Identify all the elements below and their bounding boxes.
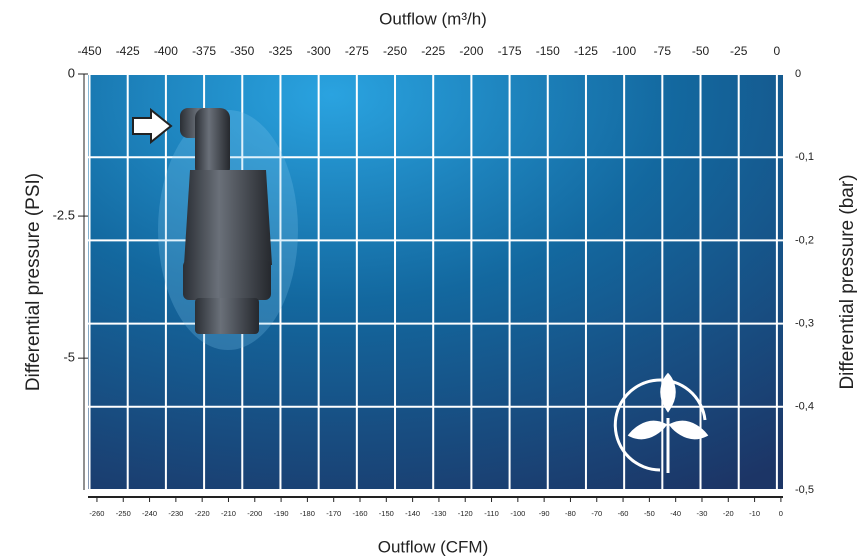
y-axis-label: Differential pressure (PSI) (23, 173, 44, 391)
x2-tick-label: -40 (670, 509, 681, 518)
x-tick-label: -175 (498, 44, 522, 58)
x2-tick-label: -200 (247, 509, 262, 518)
x2-tick-label: -150 (379, 509, 394, 518)
x2-tick-label: -20 (723, 509, 734, 518)
x2-tick-label: -90 (539, 509, 550, 518)
x-tick-label: -275 (345, 44, 369, 58)
x2-tick-label: -100 (510, 509, 525, 518)
y2-tick-label: 0 (795, 68, 801, 80)
x-tick-label: -350 (230, 44, 254, 58)
x-tick-label: -50 (692, 44, 710, 58)
x2-tick-label: -260 (89, 509, 104, 518)
y2-tick-label: -0,2 (795, 234, 814, 246)
x2-tick-label: -220 (195, 509, 210, 518)
chart-title: Outflow (m³/h) (379, 9, 487, 28)
y2-tick-label: -0,4 (795, 401, 814, 413)
x-tick-label: -150 (536, 44, 560, 58)
x-tick-label: -250 (383, 44, 407, 58)
x-tick-label: -125 (574, 44, 598, 58)
x2-tick-label: -110 (484, 509, 498, 518)
y-tick-label: 0 (68, 65, 75, 80)
x2-tick-label: -30 (697, 509, 708, 518)
x2-tick-label: -120 (458, 509, 473, 518)
x2-tick-label: -240 (142, 509, 157, 518)
x2-tick-label: -180 (300, 509, 315, 518)
x2-tick-label: -210 (221, 509, 236, 518)
x2-tick-label: -10 (749, 509, 760, 518)
x2-tick-label: -70 (591, 509, 602, 518)
x-axis-label: Outflow (CFM) (378, 537, 489, 556)
x-tick-label: -325 (268, 44, 292, 58)
x2-tick-label: -230 (168, 509, 183, 518)
y2-tick-label: -0,1 (795, 151, 814, 163)
x-tick-label: -300 (307, 44, 331, 58)
y2-tick-label: -0,3 (795, 318, 814, 330)
x2-tick-label: -50 (644, 509, 655, 518)
x-tick-label: -25 (730, 44, 748, 58)
x2-tick-label: 0 (779, 509, 783, 518)
x-tick-label: -400 (154, 44, 178, 58)
x2-tick-label: -130 (431, 509, 446, 518)
x2-tick-label: -190 (274, 509, 289, 518)
x-tick-label: -225 (421, 44, 445, 58)
x2-tick-label: -60 (618, 509, 629, 518)
chart: Outflow (m³/h) Outflow (CFM) Differentia… (0, 0, 867, 559)
x2-tick-label: -80 (565, 509, 576, 518)
x-tick-label: -200 (459, 44, 483, 58)
y-tick-label: -2.5 (53, 208, 75, 223)
x-tick-label: -425 (116, 44, 140, 58)
x-tick-label: -100 (612, 44, 636, 58)
x2-tick-label: -250 (116, 509, 131, 518)
x2-tick-label: -140 (405, 509, 420, 518)
y-tick-label: -5 (63, 350, 75, 365)
x2-tick-label: -170 (326, 509, 341, 518)
y2-axis-label: Differential pressure (bar) (837, 174, 858, 389)
y2-tick-label: -0,5 (795, 484, 814, 496)
x-tick-label: -75 (654, 44, 672, 58)
x2-tick-label: -160 (352, 509, 367, 518)
x-tick-label: -450 (78, 44, 102, 58)
x-tick-label: -375 (192, 44, 216, 58)
x-tick-label: 0 (774, 44, 781, 58)
